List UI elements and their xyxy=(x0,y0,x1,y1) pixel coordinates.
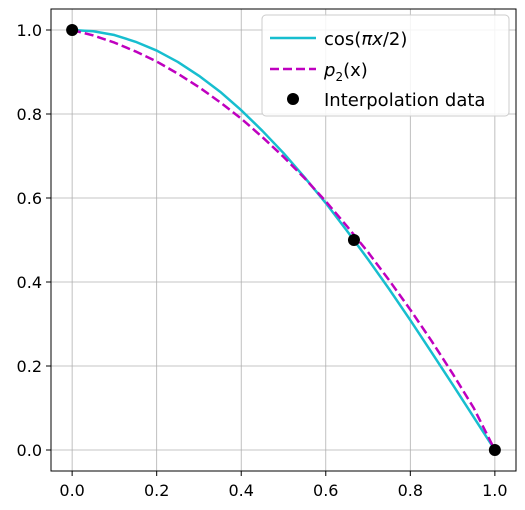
markers-group xyxy=(66,24,501,456)
legend-label: Interpolation data xyxy=(324,90,485,111)
series-group xyxy=(71,28,496,451)
y-tick-label: 0.0 xyxy=(17,441,42,460)
interpolation-point xyxy=(488,444,501,456)
x-tick-label: 0.6 xyxy=(313,481,338,500)
plot-frame xyxy=(50,8,517,472)
tick-group: 0.0 0.2 0.4 0.6 0.8 1.0 0.0 0.2 0.4 0.6 0.8 1.0 xyxy=(17,21,508,500)
interpolation-point xyxy=(347,234,360,246)
legend-label: cos(πx/2) xyxy=(324,29,407,50)
x-tick-label: 0.2 xyxy=(144,481,169,500)
legend-label: p2(x) xyxy=(323,60,368,84)
y-tick-label: 0.6 xyxy=(17,189,42,208)
x-tick-label: 0.4 xyxy=(229,481,254,500)
x-tick-label: 0.8 xyxy=(398,481,423,500)
legend-marker xyxy=(287,93,299,105)
interpolation-point xyxy=(66,24,79,36)
legend: cos(πx/2) p2(x) Interpolation data xyxy=(261,14,510,117)
legend-box xyxy=(261,14,510,117)
cos-series-line xyxy=(72,28,496,451)
y-tick-label: 0.2 xyxy=(17,357,42,376)
x-tick-label: 1.0 xyxy=(482,481,507,500)
y-tick-label: 0.8 xyxy=(17,105,42,124)
p2-series-line xyxy=(71,28,496,451)
x-tick-label: 0.0 xyxy=(59,481,84,500)
y-tick-label: 1.0 xyxy=(17,21,42,40)
y-tick-label: 0.4 xyxy=(17,273,42,292)
